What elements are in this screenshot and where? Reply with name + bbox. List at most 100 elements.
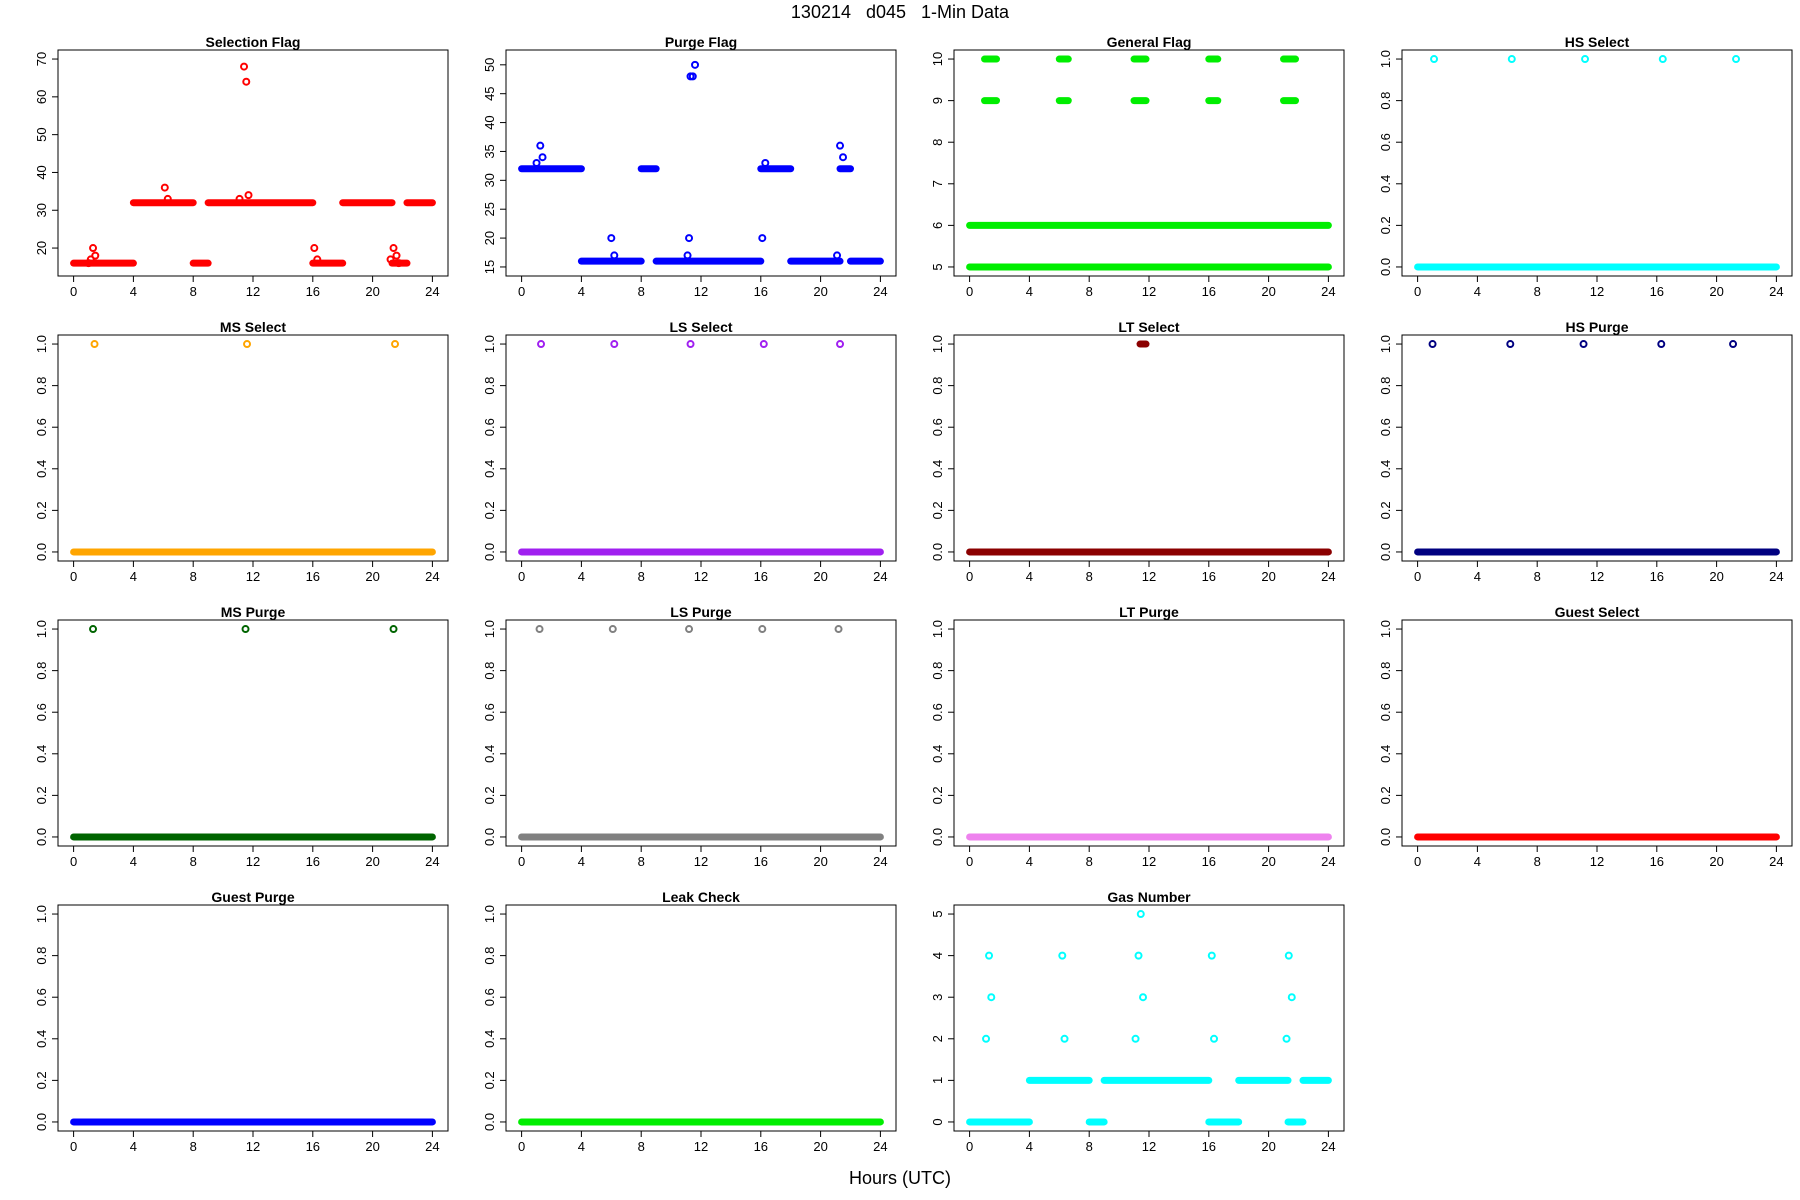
- panel-gas-number-x-tick-label: 12: [1142, 1139, 1156, 1154]
- panel-ls-select-point: [537, 340, 546, 349]
- panel-guest-select-x-tick-label: 0: [1414, 854, 1421, 869]
- panel-hs-select-y-tick-label: 1.0: [1378, 50, 1393, 68]
- panel-lt-select-x-tick-label: 8: [1086, 569, 1093, 584]
- panel-lt-select-y-tick-label: 0.4: [930, 460, 945, 478]
- panel-ls-select-point: [759, 340, 768, 349]
- panel-gas-number-y-tick-label: 1: [930, 1077, 945, 1084]
- panel-hs-purge-frame: [1401, 334, 1793, 562]
- panel-gas-number-point: [1287, 993, 1296, 1002]
- panel-ls-purge-point: [834, 625, 843, 634]
- panel-ls-purge-x-tick-label: 16: [754, 854, 768, 869]
- panel-purge-flag-x-tick-label: 16: [754, 284, 768, 299]
- panel-purge-flag-y-tick-label: 35: [482, 144, 497, 158]
- panel-general-flag-x-tick-label: 4: [1026, 284, 1033, 299]
- panel-lt-purge-y-tick-label: 0.2: [930, 786, 945, 804]
- panel-ms-select-frame: [57, 334, 449, 562]
- x-axis-caption: Hours (UTC): [849, 1168, 951, 1188]
- panel-ls-purge-y-tick-label: 0.8: [482, 662, 497, 680]
- panel-gas-number-x-tick-label: 0: [966, 1139, 973, 1154]
- panel-purge-flag-point: [538, 153, 547, 162]
- panel-purge-flag-y-tick-label: 15: [482, 260, 497, 274]
- panel-ms-purge-point: [389, 625, 398, 634]
- panel-ls-select-x-tick-label: 12: [694, 569, 708, 584]
- panel-hs-purge-point: [1579, 340, 1588, 349]
- panel-leak-check: Leak Check 0 4 8 12 16 20 24 0.0 0.2 0.4 0.6 0.8 1.0: [482, 889, 897, 1154]
- panel-ls-purge-y-tick-label: 1.0: [482, 620, 497, 638]
- panel-purge-flag-point: [688, 72, 697, 81]
- panel-ms-purge-y-tick-label: 0.2: [34, 786, 49, 804]
- panel-ls-select-x-tick-label: 0: [518, 569, 525, 584]
- panel-guest-select-title: Guest Select: [1555, 604, 1640, 620]
- panel-gas-number-point: [1058, 951, 1067, 960]
- panel-lt-select-x-tick-label: 0: [966, 569, 973, 584]
- panel-ms-select-x-tick-label: 4: [130, 569, 137, 584]
- panel-ms-purge-y-tick-label: 0.0: [34, 828, 49, 846]
- panel-leak-check-x-tick-label: 8: [638, 1139, 645, 1154]
- panel-guest-select-x-tick-label: 24: [1769, 854, 1783, 869]
- panel-guest-select-x-tick-label: 12: [1590, 854, 1604, 869]
- panel-guest-select-x-tick-label: 4: [1474, 854, 1481, 869]
- panel-hs-select-point: [1658, 55, 1667, 64]
- panel-lt-purge-y-tick-label: 0.6: [930, 703, 945, 721]
- panel-selection-flag-x-tick-label: 16: [306, 284, 320, 299]
- panel-lt-purge-y-tick-label: 1.0: [930, 620, 945, 638]
- panel-guest-purge-title: Guest Purge: [211, 889, 294, 905]
- panel-selection-flag-point: [386, 255, 395, 264]
- panel-guest-select-x-tick-label: 8: [1534, 854, 1541, 869]
- panel-ms-select-point: [90, 340, 99, 349]
- panel-purge-flag-x-tick-label: 0: [518, 284, 525, 299]
- panel-selection-flag-point: [89, 244, 98, 253]
- panel-gas-number-x-tick-label: 4: [1026, 1139, 1033, 1154]
- panel-gas-number-point: [1284, 951, 1293, 960]
- panel-hs-purge-title: HS Purge: [1565, 319, 1628, 335]
- panel-selection-flag-point: [242, 77, 251, 86]
- panel-ms-select-x-tick-label: 16: [306, 569, 320, 584]
- panel-lt-purge-frame: [953, 619, 1345, 847]
- panel-hs-select-y-tick-label: 0.6: [1378, 133, 1393, 151]
- panel-guest-purge-y-tick-label: 1.0: [34, 905, 49, 923]
- panel-general-flag-x-tick-label: 0: [966, 284, 973, 299]
- panel-ls-purge-point: [758, 625, 767, 634]
- panel-leak-check-x-tick-label: 12: [694, 1139, 708, 1154]
- panel-ms-select-y-tick-label: 0.2: [34, 501, 49, 519]
- panel-general-flag-x-tick-label: 16: [1202, 284, 1216, 299]
- panel-hs-purge-x-tick-label: 20: [1709, 569, 1723, 584]
- panel-leak-check-x-tick-label: 20: [813, 1139, 827, 1154]
- panel-ls-purge-y-tick-label: 0.0: [482, 828, 497, 846]
- panel-ms-select-title: MS Select: [220, 319, 286, 335]
- panel-hs-select-y-tick-label: 0.8: [1378, 92, 1393, 110]
- panel-general-flag-y-tick-label: 5: [930, 263, 945, 270]
- panel-selection-flag-point: [160, 183, 169, 192]
- panel-hs-purge-x-tick-label: 12: [1590, 569, 1604, 584]
- panel-selection-flag-point: [235, 194, 244, 203]
- panel-ls-select-frame: [505, 334, 897, 562]
- panel-selection-flag-y-tick-label: 20: [34, 241, 49, 255]
- panel-selection-flag-x-tick-label: 12: [246, 284, 260, 299]
- panel-hs-select-x-tick-label: 12: [1590, 284, 1604, 299]
- panel-selection-flag-point: [91, 251, 100, 260]
- panel-lt-purge-x-tick-label: 8: [1086, 854, 1093, 869]
- panel-hs-select-x-tick-label: 16: [1650, 284, 1664, 299]
- panel-gas-number-point: [1134, 951, 1143, 960]
- panel-hs-purge-x-tick-label: 0: [1414, 569, 1421, 584]
- panel-hs-purge-y-tick-label: 0.8: [1378, 377, 1393, 395]
- panel-selection-flag-point: [389, 244, 398, 253]
- panel-leak-check-x-tick-label: 16: [754, 1139, 768, 1154]
- panel-hs-select-x-tick-label: 20: [1709, 284, 1723, 299]
- panel-hs-select-x-tick-label: 0: [1414, 284, 1421, 299]
- panel-selection-flag-x-tick-label: 20: [365, 284, 379, 299]
- panel-selection-flag-point: [240, 62, 249, 71]
- panel-purge-flag-point: [836, 141, 845, 150]
- panel-general-flag-x-tick-label: 20: [1261, 284, 1275, 299]
- panel-lt-purge-x-tick-label: 24: [1321, 854, 1335, 869]
- panel-guest-select-y-tick-label: 0.6: [1378, 703, 1393, 721]
- panel-purge-flag-point: [839, 153, 848, 162]
- panel-general-flag-frame: [953, 49, 1345, 277]
- panel-selection-flag-y-tick-label: 50: [34, 127, 49, 141]
- panel-purge-flag-x-tick-label: 20: [813, 284, 827, 299]
- panel-gas-number-point: [987, 993, 996, 1002]
- panel-ms-purge-y-tick-label: 0.4: [34, 745, 49, 763]
- panel-hs-purge-y-tick-label: 0.2: [1378, 501, 1393, 519]
- panel-hs-select-title: HS Select: [1565, 34, 1630, 50]
